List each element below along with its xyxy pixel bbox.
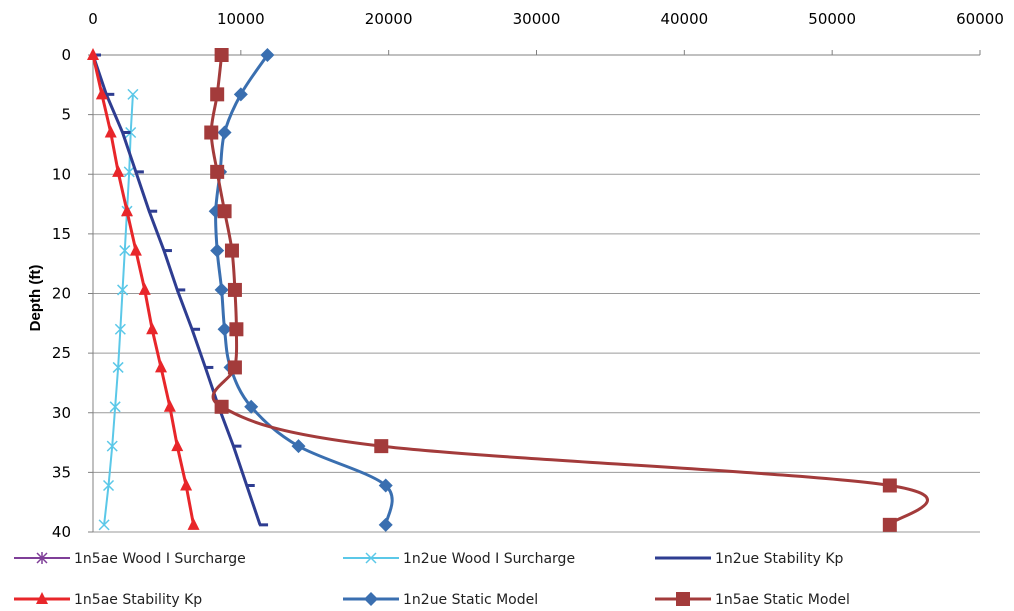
legend-label: 1n2ue Wood I Surcharge	[403, 551, 575, 567]
data-point	[155, 360, 168, 373]
data-point	[210, 164, 225, 179]
data-point	[882, 517, 897, 532]
data-point	[214, 399, 229, 414]
data-point	[109, 401, 121, 413]
legend-marker	[365, 552, 377, 564]
data-point	[217, 125, 232, 140]
data-point	[374, 439, 389, 454]
data-point	[125, 126, 137, 139]
x-tick-label: 0	[88, 10, 98, 28]
y-tick-label: 5	[61, 106, 71, 124]
y-tick-label: 40	[52, 523, 71, 541]
data-point	[378, 478, 393, 493]
data-point	[217, 322, 232, 337]
data-point	[98, 519, 110, 531]
legend-item: 1n2ue Stability Kp	[655, 551, 844, 567]
data-point	[106, 440, 118, 452]
data-point	[123, 166, 135, 178]
data-point	[102, 479, 115, 492]
data-point	[121, 204, 134, 217]
legend-marker	[364, 592, 378, 606]
series-1n5ae-static-model	[204, 48, 929, 532]
data-point	[187, 517, 200, 530]
legend: 1n5ae Wood I Surcharge 1n2ue Wood I Surch…	[14, 551, 850, 608]
legend-item: 1n5ae Wood I Surcharge	[14, 551, 246, 567]
data-point	[217, 204, 232, 219]
data-point	[180, 478, 193, 491]
legend-item: 1n5ae Stability Kp	[14, 592, 202, 608]
x-axis-ticks: 0 10000 20000 30000 40000 50000 60000	[88, 10, 1004, 55]
data-point	[146, 322, 159, 335]
legend-marker	[676, 592, 690, 606]
y-tick-label: 20	[52, 285, 71, 303]
series-line	[209, 54, 929, 526]
data-point	[114, 323, 126, 335]
data-point	[87, 48, 99, 60]
data-point	[204, 125, 219, 140]
x-tick-label: 10000	[217, 10, 265, 28]
data-point	[882, 478, 897, 493]
y-tick-label: 35	[52, 463, 71, 481]
legend-label: 1n2ue Stability Kp	[715, 551, 844, 567]
series-1n2ue-stability-kp	[91, 53, 269, 527]
y-tick-label: 0	[61, 46, 71, 64]
data-point	[112, 361, 124, 373]
y-tick-label: 10	[52, 165, 71, 183]
data-point	[210, 243, 225, 258]
data-point	[378, 517, 393, 532]
legend-marker	[36, 592, 48, 604]
series-layer	[87, 48, 929, 532]
x-tick-label: 50000	[808, 10, 856, 28]
data-point	[163, 399, 176, 412]
y-axis-label: Depth (ft)	[27, 265, 44, 332]
data-point	[214, 282, 229, 297]
series-1n5ae-stability-kp	[87, 48, 200, 530]
legend-marker	[36, 552, 48, 564]
data-point	[95, 87, 108, 100]
data-point	[138, 282, 151, 295]
x-tick-label: 20000	[365, 10, 413, 28]
x-tick-label: 40000	[660, 10, 708, 28]
data-point	[171, 439, 184, 452]
data-point	[227, 282, 242, 297]
data-point	[210, 87, 225, 102]
y-tick-label: 15	[52, 225, 71, 243]
data-point	[229, 322, 244, 337]
data-point	[227, 360, 242, 375]
data-point	[104, 125, 117, 138]
legend-label: 1n5ae Stability Kp	[74, 592, 202, 608]
series-line	[103, 94, 134, 525]
legend-item: 1n2ue Wood I Surcharge	[343, 551, 575, 567]
data-point	[224, 243, 239, 258]
legend-label: 1n5ae Wood I Surcharge	[74, 551, 246, 567]
legend-label: 1n2ue Static Model	[403, 592, 538, 608]
x-tick-label: 60000	[956, 10, 1004, 28]
data-point	[112, 164, 125, 177]
y-tick-label: 25	[52, 344, 71, 362]
data-point	[233, 87, 248, 102]
legend-label: 1n5ae Static Model	[715, 592, 850, 608]
series-1n2ue-wood-i-surcharge	[98, 88, 139, 531]
data-point	[117, 284, 129, 296]
y-axis-ticks: 0 5 10 15 20 25 30 35 40	[52, 46, 93, 541]
data-point	[119, 245, 131, 257]
data-point	[129, 243, 142, 256]
data-point	[214, 48, 229, 62]
y-tick-label: 30	[52, 404, 71, 422]
legend-item: 1n2ue Static Model	[343, 592, 538, 608]
data-point	[127, 88, 139, 100]
data-point	[244, 399, 259, 414]
data-point	[291, 439, 306, 454]
legend-item: 1n5ae Static Model	[655, 592, 850, 608]
series-line	[214, 54, 394, 526]
x-tick-label: 30000	[513, 10, 561, 28]
data-point	[260, 48, 275, 62]
